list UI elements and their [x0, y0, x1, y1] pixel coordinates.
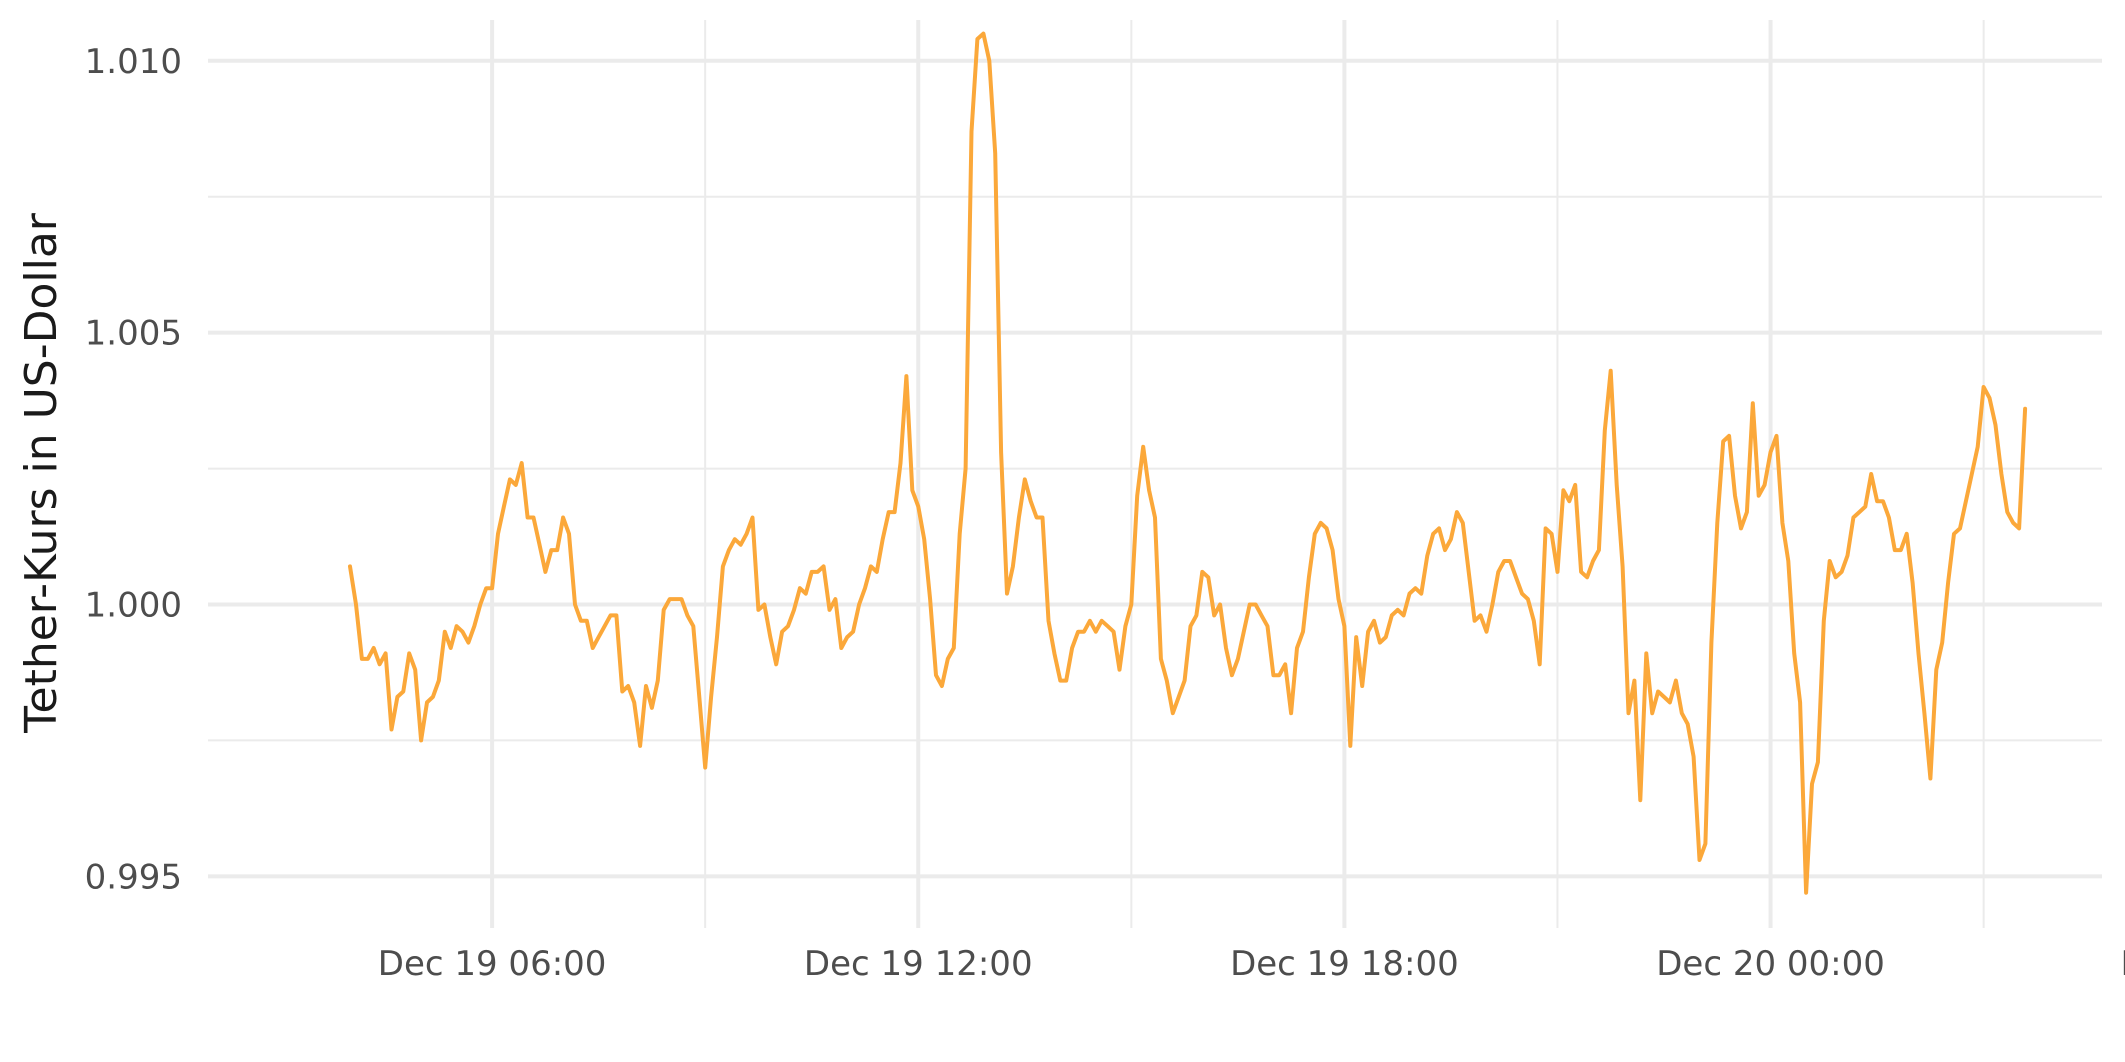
y-tick-label: 1.005 — [85, 314, 182, 354]
y-axis-title: Tether-Kurs in US-Dollar — [16, 212, 67, 734]
x-tick-label: Dec 20 0 — [2121, 944, 2125, 984]
x-tick-label: Dec 19 12:00 — [804, 944, 1033, 984]
major-y-gridlines — [208, 58, 2102, 879]
series-layer — [348, 31, 2028, 895]
series-line — [348, 31, 2028, 895]
x-tick-labels: Dec 19 06:00 Dec 19 12:00 Dec 19 18:00 Dec … — [378, 944, 2125, 984]
y-tick-label: 1.000 — [85, 585, 182, 625]
x-tick-label: Dec 20 00:00 — [1656, 944, 1885, 984]
y-tick-labels: 0.995 1.000 1.005 1.010 — [85, 42, 182, 898]
x-tick-label: Dec 19 18:00 — [1230, 944, 1459, 984]
minor-x-gridlines — [704, 20, 1985, 928]
y-tick-label: 1.010 — [85, 42, 182, 82]
x-tick-label: Dec 19 06:00 — [378, 944, 607, 984]
y-tick-label: 0.995 — [85, 857, 182, 897]
major-x-gridlines — [490, 20, 1773, 928]
